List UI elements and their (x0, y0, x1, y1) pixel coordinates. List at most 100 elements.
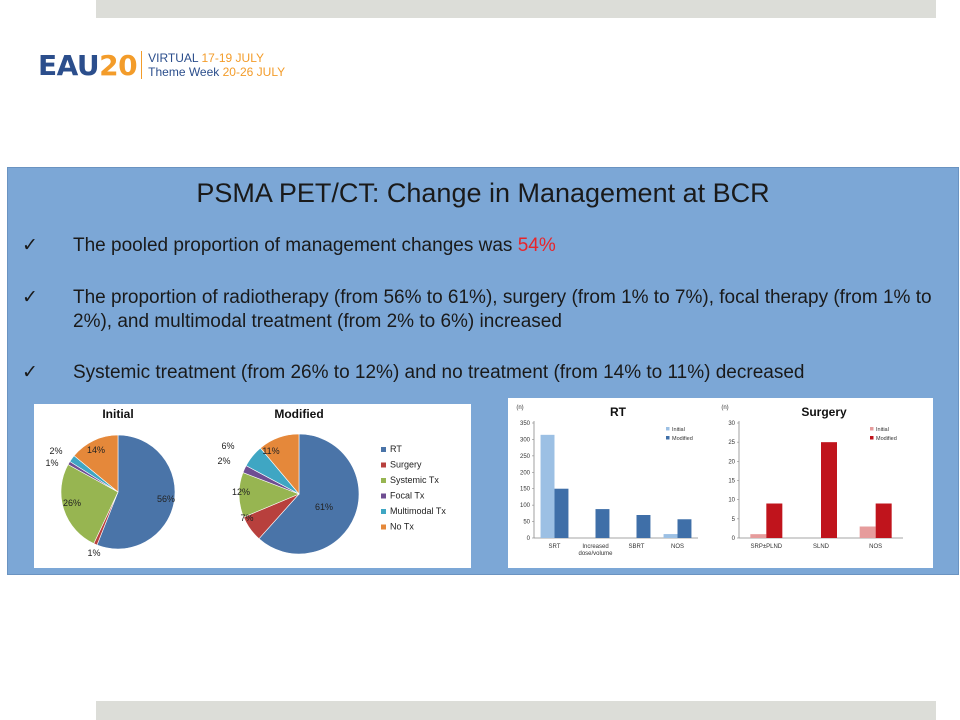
logo-year: 20 (99, 48, 138, 82)
logo-line-1: VIRTUAL 17-19 JULY (148, 51, 264, 65)
legend-label: Surgery (390, 460, 422, 470)
bar-initial (750, 534, 767, 538)
y-tick-label: 350 (520, 421, 531, 427)
y-tick-label: 150 (520, 487, 531, 493)
y-tick-label: 15 (728, 479, 735, 485)
pie-title: Initial (102, 407, 133, 421)
pie-chart-modified: Modified 61% 7% 12% 2% 6% 11% (217, 407, 360, 555)
legend-swatch (381, 478, 386, 483)
logo-wordmark: EAU20 (38, 48, 138, 82)
legend-label: Modified (876, 436, 897, 442)
x-tick-label: SLND (813, 544, 830, 550)
pie-data-label: 7% (240, 513, 253, 523)
pie-slice-no-tx (260, 433, 300, 495)
bar-initial (859, 526, 876, 538)
bar-chart-title: RT (610, 405, 627, 419)
pie-data-label: 1% (87, 548, 100, 558)
y-tick-label: 20 (728, 459, 735, 465)
y-axis-label: (n) (721, 405, 728, 411)
y-tick-label: 0 (732, 536, 736, 542)
bullet-2-text: The proportion of radiotherapy (from 56%… (73, 287, 932, 332)
legend-label: Modified (672, 436, 693, 442)
legend-swatch (381, 524, 386, 530)
y-axis-label: (n) (516, 405, 523, 411)
x-tick-label: dose/volume (578, 551, 613, 557)
y-tick-label: 0 (527, 536, 531, 542)
check-icon: ✓ (22, 235, 38, 256)
legend-swatch (381, 462, 386, 468)
logo-eau: EAU (38, 48, 100, 82)
y-tick-label: 30 (728, 421, 735, 427)
legend-swatch (666, 436, 670, 440)
x-tick-label: SRP±PLND (751, 544, 783, 550)
legend-label: Multimodal Tx (390, 506, 446, 516)
highlight-value: 54% (517, 235, 556, 256)
x-tick-label: NOS (869, 544, 882, 550)
pie-data-label: 14% (87, 445, 105, 455)
x-tick-label: NOS (671, 544, 684, 550)
pie-legend: RT Surgery Systemic Tx Focal Tx Multimodal T… (381, 444, 446, 532)
pie-data-label: 61% (315, 502, 333, 512)
slide-title: PSMA PET/CT: Change in Management at BCR (196, 178, 770, 208)
top-decorative-bar (96, 0, 936, 18)
slide-content: PSMA PET/CT: Change in Management at BCR… (7, 167, 959, 575)
legend-swatch (381, 447, 386, 452)
pie-data-label: 6% (221, 441, 234, 451)
pie-slice-rt (96, 434, 176, 550)
y-tick-label: 250 (520, 454, 531, 460)
x-tick-label: SRT (549, 544, 561, 550)
pie-data-label: 12% (232, 487, 250, 497)
legend-swatch (666, 427, 670, 431)
check-icon: ✓ (22, 362, 38, 383)
bar-modified (677, 519, 692, 538)
y-tick-label: 10 (728, 498, 735, 504)
pie-data-label: 2% (217, 456, 230, 466)
legend-label: Initial (876, 427, 889, 433)
y-tick-label: 5 (732, 517, 736, 523)
legend-label: No Tx (390, 522, 414, 532)
y-tick-label: 200 (520, 470, 531, 476)
pie-chart-initial: Initial 56% 1% 26% 1% 2% 14% (45, 407, 176, 558)
legend-swatch (870, 436, 874, 440)
pie-charts-svg: Initial 56% 1% 26% 1% 2% 14% Modified 61% 7% 12% 2%… (45, 407, 446, 558)
bullet-1-text: The pooled proportion of management chan… (73, 235, 556, 256)
legend-label: Systemic Tx (390, 475, 439, 485)
pie-title: Modified (274, 407, 323, 421)
legend-label: Focal Tx (390, 491, 425, 501)
pie-data-label: 11% (262, 446, 279, 456)
check-icon: ✓ (22, 287, 38, 308)
legend-label: RT (390, 444, 402, 454)
bar-modified (821, 442, 837, 538)
legend-swatch (381, 493, 386, 499)
pie-data-label: 1% (45, 458, 58, 468)
x-tick-label: Increased (582, 544, 608, 550)
logo-divider (141, 51, 143, 79)
legend-swatch (381, 509, 386, 514)
logo-line-2: Theme Week 20-26 JULY (148, 65, 286, 79)
y-tick-label: 25 (728, 440, 735, 446)
bar-initial (663, 534, 678, 538)
bar-modified (766, 503, 783, 538)
x-tick-label: SBRT (629, 544, 645, 550)
y-tick-label: 300 (520, 437, 531, 443)
bar-modified (875, 503, 892, 538)
bar-modified (554, 488, 569, 538)
bar-initial (540, 434, 555, 538)
logo-subtitle: VIRTUAL 17-19 JULY Theme Week 20-26 JULY (148, 51, 285, 79)
bar-chart-title: Surgery (801, 405, 847, 419)
bar-modified (595, 509, 610, 538)
pie-slice-no-tx (73, 434, 119, 493)
y-tick-label: 50 (523, 520, 530, 526)
bullet-3-text: Systemic treatment (from 26% to 12%) and… (73, 362, 805, 383)
bar-modified (636, 515, 651, 538)
pie-slice-rt (258, 433, 360, 555)
bar-charts-panel: RT (n) 0 50 100 150 200 250 300 350 SRT Increased do… (508, 398, 933, 568)
pie-data-label: 26% (63, 498, 81, 508)
bottom-decorative-bar (96, 701, 936, 720)
legend-label: Initial (672, 427, 685, 433)
pie-charts-panel: Initial 56% 1% 26% 1% 2% 14% Modified 61% 7% 12% 2%… (34, 404, 471, 568)
bar-chart-surgery: Surgery (n) 0 5 10 15 20 25 30 SRP±PLND SLND NOS Ini… (721, 405, 903, 550)
eau20-logo: EAU20 VIRTUAL 17-19 JULY Theme Week 20-2… (38, 48, 285, 82)
